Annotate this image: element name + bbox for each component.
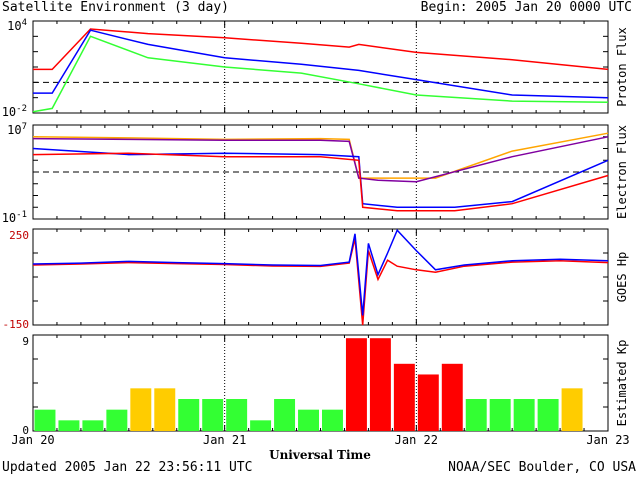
- kp-bar: [106, 409, 128, 431]
- panel-y-label: Electron Flux: [615, 125, 629, 219]
- kp-bar: [202, 399, 224, 431]
- kp-bar: [465, 399, 487, 431]
- series-line-blue: [32, 228, 609, 316]
- x-tick-label: Jan 21: [203, 433, 246, 447]
- kp-bar: [34, 409, 56, 431]
- kp-bar: [393, 363, 415, 431]
- series-line-red: [32, 152, 609, 212]
- series-line-red: [33, 28, 609, 71]
- x-tick-label: Jan 20: [11, 433, 54, 447]
- kp-bar: [250, 420, 272, 431]
- x-tick-label: Jan 22: [395, 433, 438, 447]
- begin-time: Begin: 2005 Jan 20 0000 UTC: [420, 0, 632, 15]
- series-line-green: [32, 35, 609, 113]
- kp-bar: [513, 399, 535, 431]
- kp-bar: [154, 388, 176, 431]
- updated-timestamp: Updated 2005 Jan 22 23:56:11 UTC: [2, 460, 253, 475]
- y-tick-label-bottom: 10-1: [2, 210, 27, 225]
- kp-bar: [178, 399, 200, 431]
- y-tick-label-top: 9: [22, 335, 29, 348]
- x-tick-label: Jan 23: [586, 433, 629, 447]
- kp-bar: [537, 399, 559, 431]
- kp-bar: [130, 388, 152, 431]
- kp-bar: [369, 338, 391, 431]
- kp-bar: [58, 420, 80, 431]
- chart-title: Satellite Environment (3 day): [2, 0, 229, 15]
- series-line-blue: [33, 29, 609, 99]
- panel-frame: [32, 228, 609, 326]
- kp-bar: [561, 388, 583, 431]
- series-line-red: [32, 238, 609, 326]
- kp-bar: [274, 399, 296, 431]
- kp-bar: [441, 363, 463, 431]
- kp-bar: [417, 374, 439, 431]
- panel-y-label: GOES Hp: [615, 252, 629, 303]
- kp-bar: [322, 409, 343, 431]
- y-tick-label-bottom: 0: [22, 424, 29, 437]
- y-tick-label-bottom: -150: [3, 318, 30, 331]
- x-axis-title: Universal Time: [269, 448, 371, 462]
- panel-y-label: Proton Flux: [615, 27, 629, 106]
- y-tick-label-top: 104: [7, 18, 27, 33]
- y-tick-label-bottom: 10-2: [2, 104, 27, 119]
- source-credit: NOAA/SEC Boulder, CO USA: [448, 460, 636, 475]
- y-tick-label-top: 250: [9, 229, 29, 242]
- kp-bar: [82, 420, 104, 431]
- series-line-purple: [32, 136, 609, 183]
- y-tick-label-top: 107: [7, 122, 27, 137]
- kp-bar: [298, 409, 319, 431]
- kp-bar: [489, 399, 511, 431]
- kp-bar: [345, 338, 367, 431]
- panel-y-label: Estimated Kp: [615, 340, 629, 427]
- kp-bar: [226, 399, 248, 431]
